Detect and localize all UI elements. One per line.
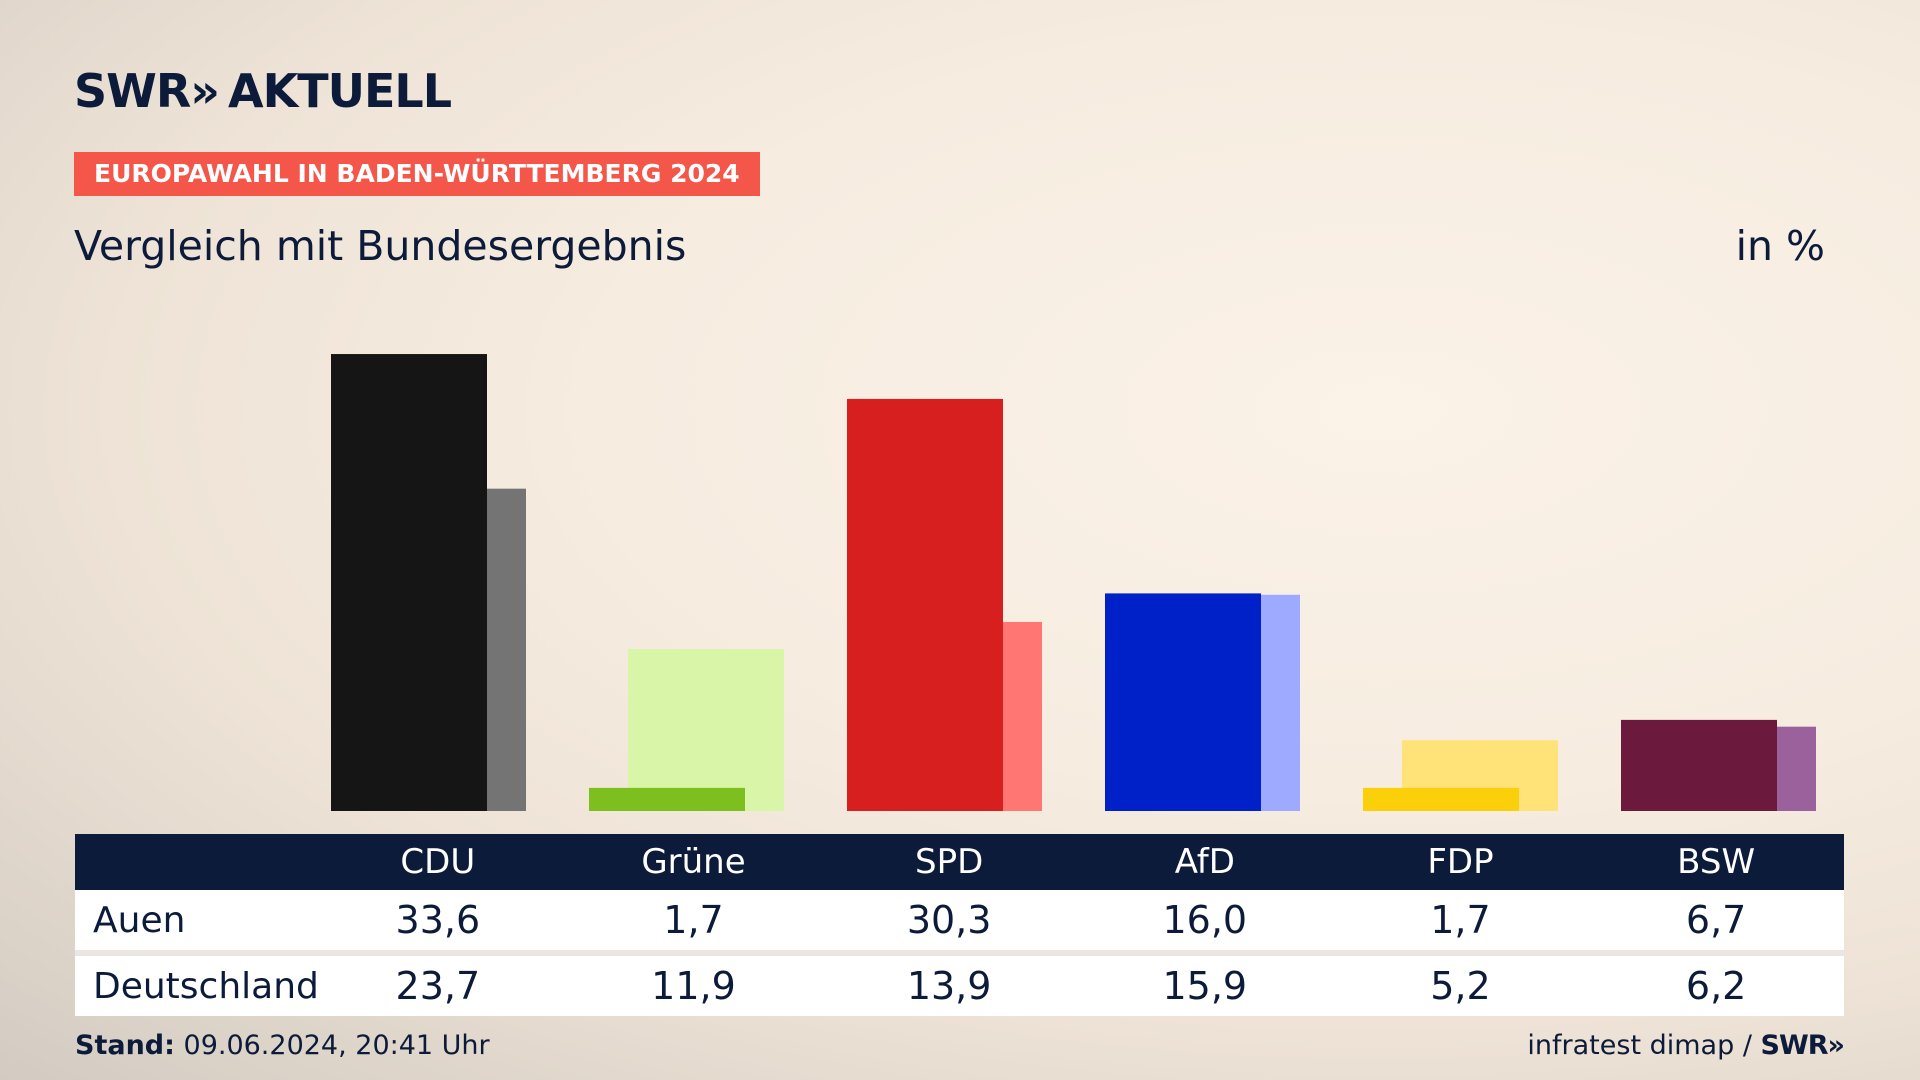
bar-deutschland [628,649,784,811]
bar-auen [589,787,745,811]
column-header: CDU [310,834,566,890]
table-cell: 6,7 [1588,890,1844,953]
row-label: Deutschland [75,950,319,1016]
column-header: FDP [1332,834,1589,890]
column-header: SPD [821,834,1077,890]
bar-auen [1363,787,1519,811]
unit-label: in % [1735,222,1825,270]
table-cell: 6,2 [1588,950,1844,1016]
bar-auen [1105,593,1261,811]
bar-auen [847,398,1003,811]
table-cell: 33,6 [310,890,566,953]
chart-subtitle: Vergleich mit Bundesergebnis [74,222,687,270]
election-badge: EUROPAWAHL IN BADEN-WÜRTTEMBERG 2024 [74,152,760,196]
column-header: BSW [1588,834,1844,890]
swr-mini-logo: SWR» [1760,1030,1845,1061]
bar-auen [331,354,487,811]
table-corner-cell [75,834,310,890]
results-table: CDU Grüne SPD AfD FDP BSW Auen 33,6 1,7 … [75,834,1844,1016]
swr-aktuell-logo: SWR» AKTUELL [74,64,452,118]
row-label: Auen [75,890,310,953]
table-cell: 23,7 [310,950,566,1016]
table-cell: 16,0 [1076,890,1333,953]
table-cell: 1,7 [565,890,822,953]
table-header-row: CDU Grüne SPD AfD FDP BSW [75,834,1844,890]
table-cell: 11,9 [565,950,822,1016]
timestamp: Stand: 09.06.2024, 20:41 Uhr [75,1030,490,1061]
bar-auen [1621,719,1777,811]
table-cell: 1,7 [1332,890,1589,953]
table-cell: 13,9 [821,950,1077,1016]
bar-chart [331,354,1816,811]
column-header: AfD [1076,834,1333,890]
table-cell: 5,2 [1332,950,1589,1016]
table-row: Auen 33,6 1,7 30,3 16,0 1,7 6,7 [75,890,1844,953]
column-header: Grüne [565,834,822,890]
source-credit: infratest dimap / SWR» [1527,1030,1845,1061]
table-row: Deutschland 23,7 11,9 13,9 15,9 5,2 6,2 [75,950,1844,1016]
table-cell: 15,9 [1076,950,1333,1016]
table-cell: 30,3 [821,890,1077,953]
